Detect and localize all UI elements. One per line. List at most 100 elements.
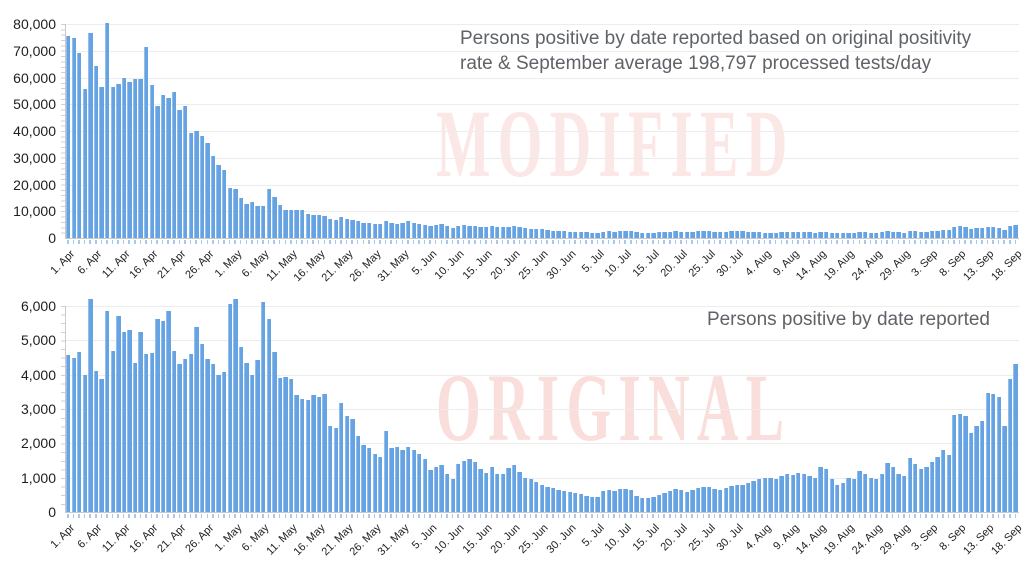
x-axis-tick: [217, 240, 220, 244]
bar: [305, 213, 310, 238]
x-axis-tick: [100, 514, 103, 518]
bar: [82, 89, 88, 238]
x-axis-tick: [83, 514, 86, 518]
x-axis-tick: [864, 514, 866, 518]
x-axis-label: 16. Apr: [127, 248, 161, 282]
x-axis-tick: [228, 240, 231, 244]
gridline: [66, 24, 1019, 25]
x-axis-tick: [340, 240, 342, 244]
bar: [812, 477, 818, 512]
bar: [534, 229, 539, 238]
x-axis-tick: [602, 514, 604, 518]
x-axis-tick: [535, 240, 537, 244]
x-axis-tick: [1009, 514, 1011, 518]
bar: [840, 233, 845, 238]
bar: [712, 231, 717, 238]
x-axis-label: 24. Aug: [850, 522, 885, 557]
bar: [712, 488, 717, 512]
x-axis-tick: [273, 240, 275, 244]
x-axis-tick: [468, 240, 470, 244]
bar: [1013, 225, 1018, 238]
bar: [227, 304, 232, 512]
y-axis-label: 50,000: [13, 96, 56, 113]
bar: [556, 489, 561, 512]
bar: [784, 232, 790, 238]
bar: [623, 231, 628, 238]
bar: [99, 378, 104, 512]
x-axis-tick: [401, 514, 404, 518]
bar: [818, 467, 823, 512]
x-axis-tick: [819, 240, 822, 244]
bar: [656, 232, 662, 238]
bar: [417, 224, 422, 238]
x-axis-tick: [312, 240, 314, 244]
y-axis-label: 80,000: [13, 16, 56, 32]
bar: [244, 203, 249, 238]
x-axis-tick: [312, 514, 314, 518]
bar: [383, 220, 388, 238]
x-axis-label: 24. Aug: [850, 248, 885, 283]
x-axis-tick: [362, 514, 365, 518]
x-axis-tick: [429, 514, 431, 518]
x-axis-tick: [791, 514, 794, 518]
x-axis-tick: [752, 514, 755, 518]
bar: [511, 465, 517, 512]
bar: [1013, 364, 1018, 512]
bar: [628, 490, 634, 512]
y-axis-label: 0: [48, 230, 56, 246]
bar: [361, 445, 366, 512]
x-axis-label: 19. Aug: [822, 248, 858, 283]
bar: [383, 430, 388, 512]
x-axis-tick: [702, 240, 704, 244]
bar: [968, 228, 974, 238]
bar: [868, 477, 873, 512]
bar: [389, 223, 394, 238]
bar: [695, 487, 701, 512]
bar: [461, 225, 467, 238]
bar: [773, 232, 779, 238]
bar: [612, 490, 617, 512]
original-chart-y-axis-ticks: [61, 306, 65, 512]
x-axis-tick: [150, 514, 153, 518]
bar: [528, 479, 533, 512]
x-axis-tick: [591, 514, 593, 518]
x-axis-label: 18. Sep: [988, 248, 1024, 284]
bar: [573, 231, 578, 238]
x-axis-tick: [451, 240, 454, 244]
bar: [350, 220, 355, 238]
modified-chart-y-axis-ticks: [61, 24, 65, 238]
x-axis-tick: [747, 514, 749, 518]
bar: [835, 484, 840, 512]
bar: [283, 209, 288, 238]
bar: [907, 230, 912, 238]
bar: [573, 492, 578, 512]
bar: [818, 231, 823, 238]
bar: [723, 231, 728, 238]
bar: [734, 231, 740, 238]
x-axis-tick: [278, 240, 281, 244]
x-axis-tick: [719, 240, 721, 244]
bar: [851, 479, 857, 512]
x-axis-tick: [507, 240, 509, 244]
bar: [623, 489, 628, 512]
x-axis-tick: [479, 514, 482, 518]
bar: [450, 479, 455, 512]
modified-chart-x-axis: 1. Apr 6. Apr 11. Apr 16. Apr 21. Apr 26. Apr…: [48, 239, 1024, 289]
x-axis-tick: [830, 514, 833, 518]
x-axis-tick: [657, 514, 660, 518]
bar: [673, 231, 678, 238]
x-axis-tick: [975, 514, 978, 518]
bar: [433, 224, 439, 238]
x-axis-tick: [774, 240, 777, 244]
x-axis-tick: [864, 240, 866, 244]
x-axis-tick: [139, 240, 142, 244]
x-axis-tick: [635, 240, 638, 244]
x-axis-tick: [468, 514, 470, 518]
x-axis-tick: [735, 240, 738, 244]
bar: [110, 87, 115, 238]
x-axis-label: 29. Aug: [877, 248, 913, 283]
x-axis-tick: [507, 514, 509, 518]
bar: [467, 225, 472, 238]
x-axis-tick: [351, 514, 353, 518]
bar: [249, 201, 255, 238]
